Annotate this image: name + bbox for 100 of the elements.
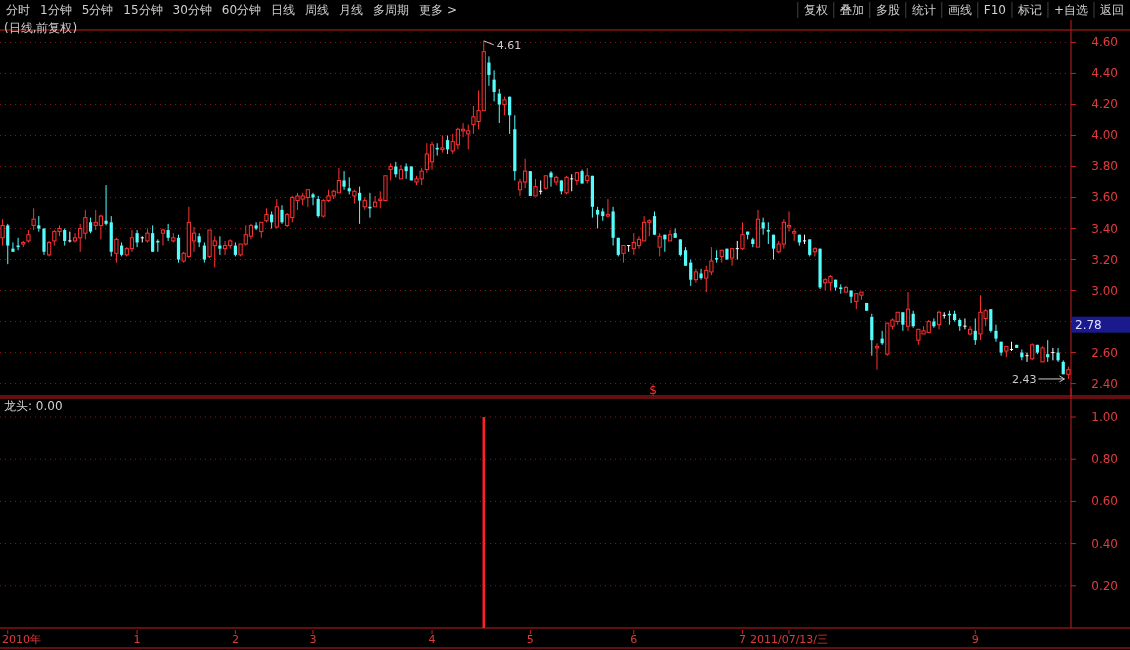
candlestick: [280, 204, 284, 225]
text: 15分钟: [123, 3, 163, 17]
text: 画线: [947, 3, 972, 17]
y-tick-label: 1.00: [1091, 409, 1118, 424]
candlestick: [689, 259, 693, 287]
x-tick-label: 2011/07/13/三: [749, 633, 829, 646]
text: 复权: [803, 3, 828, 17]
x-tick-label: 9: [971, 633, 979, 646]
candlestick: [549, 170, 553, 188]
text: 1分钟: [40, 3, 72, 17]
candlestick: [31, 207, 36, 231]
y-tick-label: 0.40: [1091, 536, 1118, 551]
candlestick: [357, 186, 362, 225]
annotation: 2.43: [1011, 372, 1037, 386]
candlestick: [114, 237, 119, 264]
candlestick: [42, 228, 46, 256]
text: 统计: [911, 3, 936, 17]
candlestick: [652, 210, 657, 236]
text: +自选: [1053, 3, 1088, 17]
candlestick: [135, 229, 139, 248]
y-tick-label: 0.80: [1091, 452, 1118, 467]
candlestick: [429, 141, 435, 171]
x-tick-label: 5: [526, 633, 534, 646]
annotation: 4.61: [496, 38, 522, 52]
candlestick: [564, 175, 569, 195]
candlestick: [316, 195, 320, 219]
text: 更多 >: [419, 3, 457, 17]
candlestick: [1046, 339, 1050, 363]
y-tick-label: 0.20: [1091, 578, 1118, 593]
x-tick-label: 6: [630, 633, 638, 646]
candlestick: [373, 195, 378, 208]
x-tick-label: 3: [309, 633, 317, 646]
y-tick-label: 2.40: [1091, 376, 1118, 391]
candlestick: [657, 232, 662, 257]
candlestick: [714, 249, 719, 264]
candlestick: [311, 192, 315, 206]
text: 30分钟: [172, 3, 212, 17]
y-tick-label: 4.20: [1091, 97, 1118, 112]
text: 分时: [6, 3, 30, 17]
candlestick: [274, 198, 279, 230]
candlestick: [936, 310, 942, 330]
candlestick: [771, 234, 776, 261]
candlestick: [683, 246, 688, 267]
candlestick: [342, 170, 346, 191]
candlestick: [151, 224, 155, 253]
candlestick: [812, 246, 817, 257]
candlestick: [254, 221, 258, 231]
x-tick-label: 4: [428, 633, 436, 646]
y-tick-label: 4.40: [1091, 66, 1118, 81]
chart-title: (日线,前复权): [4, 21, 78, 35]
x-tick-label: 7: [738, 633, 746, 646]
y-tick-label: 0.60: [1091, 494, 1118, 509]
candlestick: [870, 313, 874, 357]
y-tick-label: 3.60: [1091, 190, 1118, 205]
candlestick: [766, 221, 770, 245]
text: 多周期: [373, 3, 410, 17]
candlestick: [129, 229, 135, 253]
candlestick: [973, 317, 977, 346]
candlestick: [994, 324, 998, 343]
annotation: $: [649, 383, 657, 397]
candlestick: [160, 228, 166, 247]
text: F10: [983, 3, 1006, 17]
candlestick: [0, 218, 5, 247]
text: 标记: [1016, 3, 1042, 17]
candlestick: [1056, 347, 1060, 363]
candlestick: [502, 96, 507, 116]
candlestick: [508, 96, 512, 135]
candlestick: [6, 223, 10, 265]
candlestick: [901, 311, 905, 332]
candlestick: [735, 240, 740, 261]
candlestick: [1050, 347, 1055, 361]
candlestick: [445, 134, 450, 155]
candlestick: [176, 234, 181, 264]
text: 周线: [305, 3, 330, 17]
x-tick-label: 2010年: [2, 633, 41, 646]
text: 60分钟: [221, 3, 262, 17]
y-tick-label: 3.80: [1091, 159, 1118, 174]
candlestick: [699, 268, 703, 281]
candlestick: [962, 317, 968, 330]
text: 返回: [1100, 3, 1124, 17]
text: 2.78: [1075, 317, 1102, 332]
text: 日线: [271, 3, 296, 17]
candlestick: [202, 241, 206, 264]
candlestick: [222, 240, 228, 256]
text: 5分钟: [81, 3, 114, 17]
candlestick: [595, 206, 600, 230]
y-tick-label: 3.20: [1091, 252, 1118, 267]
candlestick: [989, 308, 993, 333]
y-tick-label: 3.00: [1091, 283, 1118, 298]
text: 叠加: [839, 3, 864, 17]
candlestick: [626, 245, 631, 253]
candlestick: [874, 342, 880, 371]
x-tick-label: 1: [133, 633, 141, 646]
candlestick: [218, 235, 222, 256]
candlestick: [605, 198, 611, 219]
candlestick: [11, 241, 15, 253]
candlestick: [849, 290, 853, 304]
candlestick: [905, 291, 911, 332]
y-tick-label: 3.40: [1091, 221, 1118, 236]
y-tick-label: 2.60: [1091, 345, 1118, 360]
